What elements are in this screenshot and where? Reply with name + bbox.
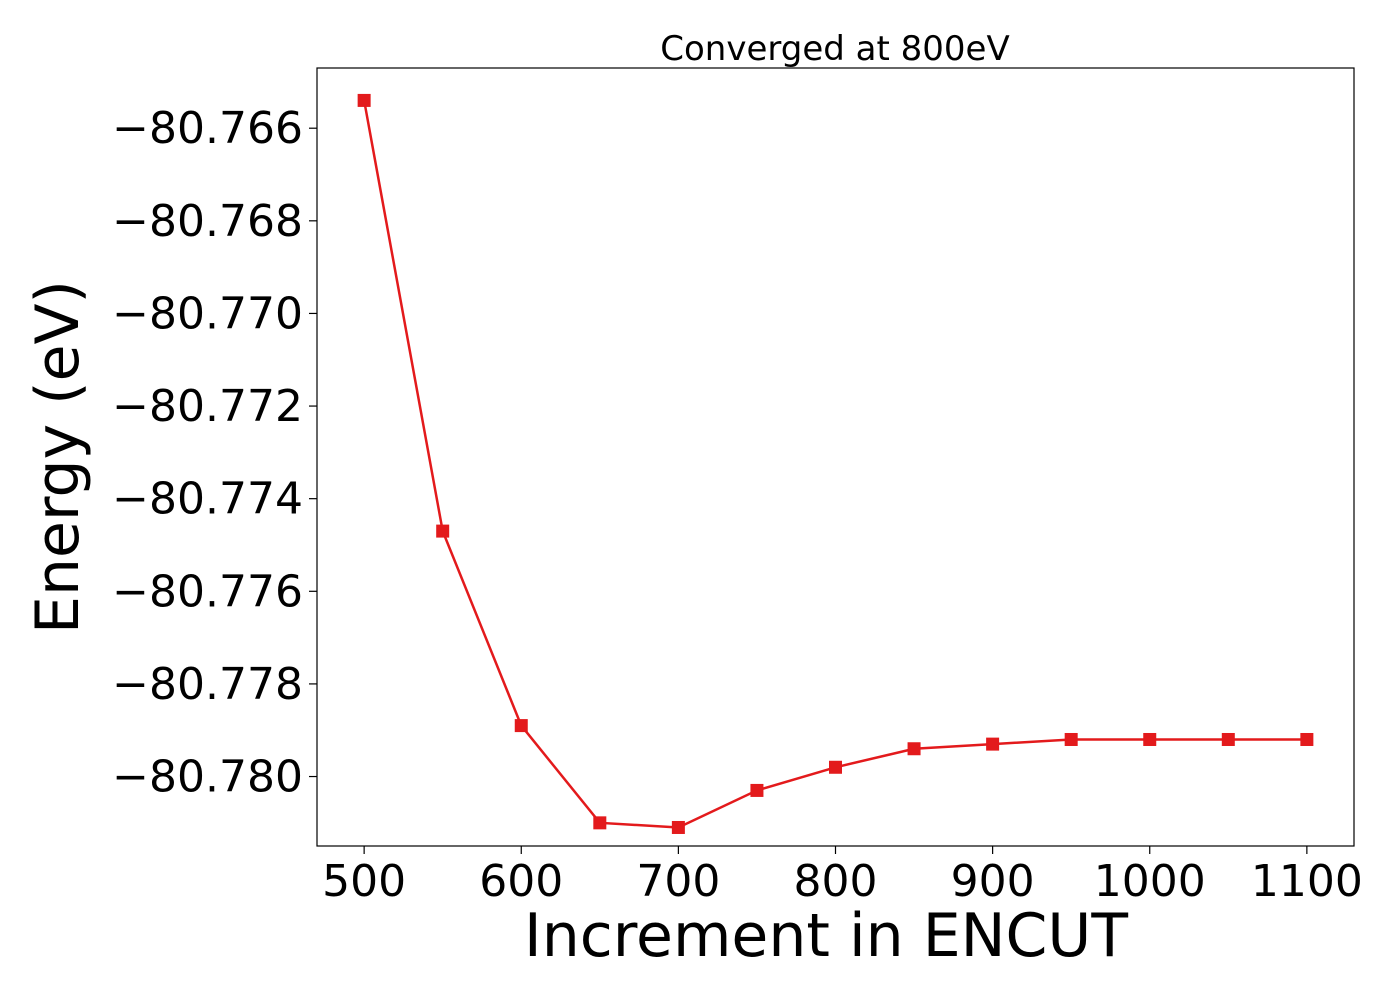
y-tick-label: −80.780 [112,752,303,803]
x-tick-label: 700 [636,856,720,907]
data-point-marker [986,737,1000,751]
y-tick-label: −80.778 [112,659,303,710]
data-point-marker [907,742,921,756]
data-point-marker [1143,732,1157,746]
x-tick-label: 500 [322,856,406,907]
data-point-marker [514,719,528,733]
x-tick-label: 600 [479,856,563,907]
y-tick-label: −80.772 [112,381,303,432]
y-axis-label: Energy (eV) [23,280,93,634]
data-point-marker [436,524,450,538]
y-tick-label: −80.768 [112,196,303,247]
data-point-marker [1300,732,1314,746]
x-tick-label: 1000 [1094,856,1206,907]
plot-area-frame [316,67,1355,847]
series-layer [357,93,1314,834]
y-tick-label: −80.776 [112,566,303,617]
data-point-marker [1221,732,1235,746]
data-point-marker [593,816,607,830]
x-tick-label: 800 [794,856,878,907]
data-point-marker [1064,732,1078,746]
data-point-marker [671,820,685,834]
y-tick-label: −80.770 [112,288,303,339]
chart-title: Converged at 800eV [660,29,1009,69]
y-axis: −80.766 −80.768 −80.770 −80.772 −80.774 −80.7… [112,103,317,803]
y-tick-label: −80.774 [112,474,303,525]
x-axis-label: Increment in ENCUT [524,901,1128,971]
series-line [362,100,1307,829]
y-tick-label: −80.766 [112,103,303,154]
x-axis: 500 600 700 800 900 1000 1100 [322,846,1363,907]
x-tick-label: 900 [951,856,1035,907]
data-point-marker [750,783,764,797]
data-point-marker [357,93,371,107]
data-point-marker [829,760,842,774]
x-tick-label: 1100 [1251,856,1363,907]
